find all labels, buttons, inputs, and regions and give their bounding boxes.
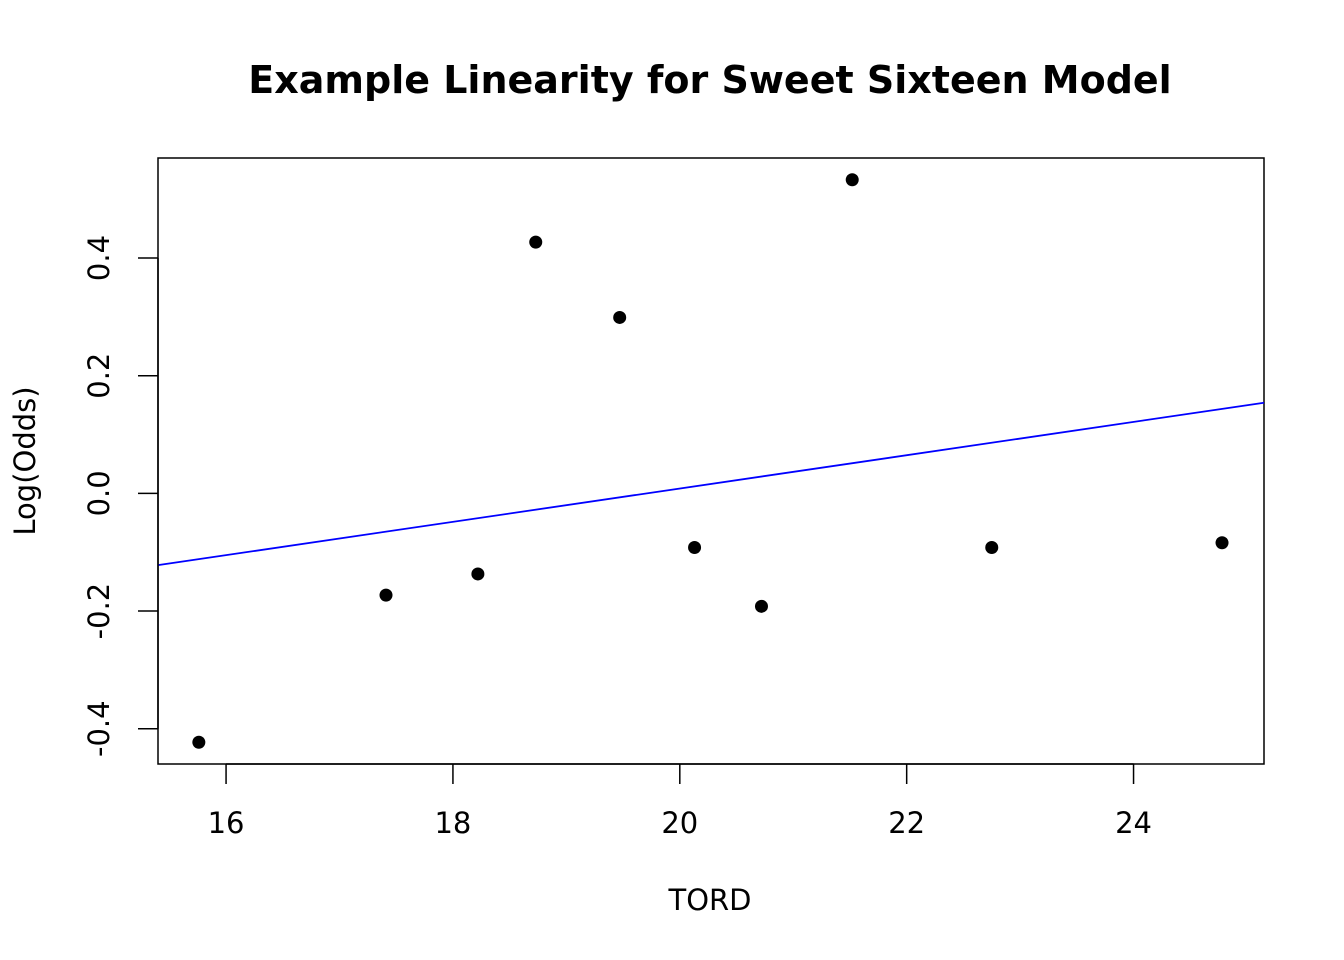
data-point — [379, 588, 393, 602]
y-axis-label: Log(Odds) — [8, 386, 42, 535]
x-tick-label: 20 — [661, 806, 698, 840]
y-tick-label: 0.2 — [82, 353, 116, 399]
data-point — [613, 310, 627, 324]
data-point — [688, 540, 702, 554]
y-tick-label: 0.4 — [82, 235, 116, 281]
points-layer — [192, 173, 1229, 749]
x-axis: 16 18 20 22 24 — [208, 763, 1152, 840]
data-point — [754, 599, 768, 613]
y-tick-label: -0.2 — [82, 583, 116, 640]
data-point — [471, 567, 485, 581]
y-axis: -0.4 -0.2 0.0 0.2 0.4 — [82, 235, 159, 757]
data-point — [529, 235, 543, 249]
y-tick-label: -0.4 — [82, 700, 116, 757]
x-axis-label: TORD — [667, 883, 751, 917]
x-tick-label: 22 — [888, 806, 925, 840]
x-tick-label: 24 — [1115, 806, 1152, 840]
data-point — [192, 735, 206, 749]
y-tick-label: 0.0 — [82, 470, 116, 516]
x-tick-label: 18 — [434, 806, 471, 840]
fit-line-layer — [157, 401, 1265, 567]
data-point — [845, 173, 859, 187]
fit-line — [157, 401, 1265, 567]
plot-frame — [157, 157, 1265, 765]
data-point — [1215, 536, 1229, 550]
chart-title: Example Linearity for Sweet Sixteen Mode… — [248, 58, 1171, 102]
data-point — [985, 540, 999, 554]
x-tick-label: 16 — [208, 806, 245, 840]
